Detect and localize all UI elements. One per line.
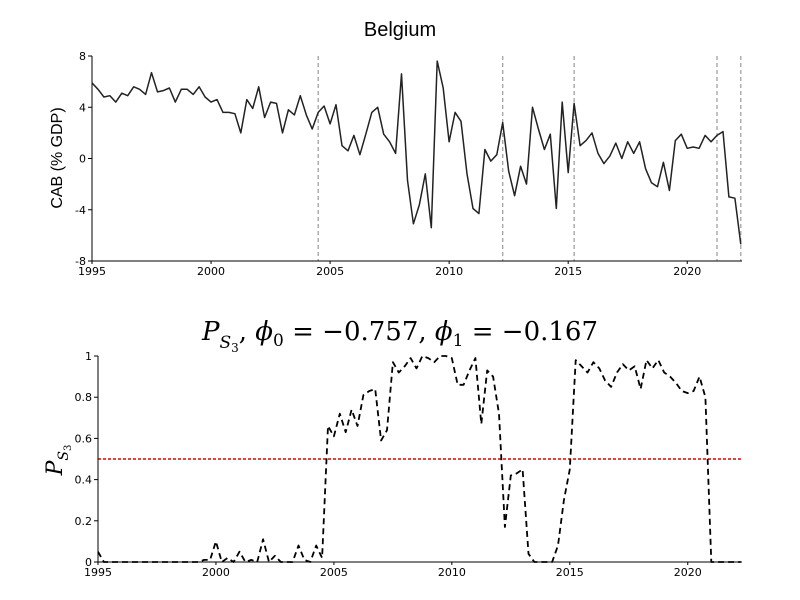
y-tick-label: 0.6 [75,432,93,445]
x-tick-label: 2000 [197,265,225,278]
y-tick-label: 8 [79,50,86,63]
cab-series [91,60,742,245]
y-axis-label: CAB (% GDP) [49,107,66,208]
cab-panel: Belgium CAB (% GDP) 1995 2000 2005 2010 2015… [49,19,742,278]
probability-series [97,355,741,563]
x-tick-label: 2020 [673,265,701,278]
series-line [91,60,742,245]
y-tick-label: 0.2 [75,515,93,528]
y-tick-label: 0 [79,153,86,166]
y-tick-label: 0 [85,556,92,569]
x-tick-label: 2020 [674,566,702,579]
x-tick-label: 2000 [202,566,230,579]
axes: 1995 2000 2005 2010 2015 2020 -8 -4 0 4 8 [75,50,742,278]
chart-title: Belgium [364,19,436,41]
x-tick-label: 2010 [435,265,463,278]
x-tick-label: 1995 [84,566,112,579]
series-line [97,355,741,563]
x-tick-label: 2015 [556,566,584,579]
y-axis-label: PS3 [43,445,74,477]
axes: 1995 2000 2005 2010 2015 2020 0 0.2 0.4 0.6 0.8 1 [75,350,742,579]
vertical-reference-lines [317,56,742,261]
x-tick-label: 2010 [438,566,466,579]
y-tick-label: 0.8 [75,391,93,404]
probability-panel: PS3, ϕ0 = −0.757, ϕ1 = −0.167 PS3 1995 20… [43,317,742,579]
y-tick-label: -4 [75,204,86,217]
x-tick-label: 2015 [554,265,582,278]
x-tick-label: 2005 [316,265,344,278]
y-tick-label: -8 [75,255,86,268]
y-tick-label: 4 [79,101,86,114]
y-tick-label: 1 [85,350,92,363]
x-tick-label: 2005 [320,566,348,579]
y-tick-label: 0.4 [75,474,93,487]
x-tick-label: 1995 [78,265,106,278]
chart-title: PS3, ϕ0 = −0.757, ϕ1 = −0.167 [201,317,598,355]
